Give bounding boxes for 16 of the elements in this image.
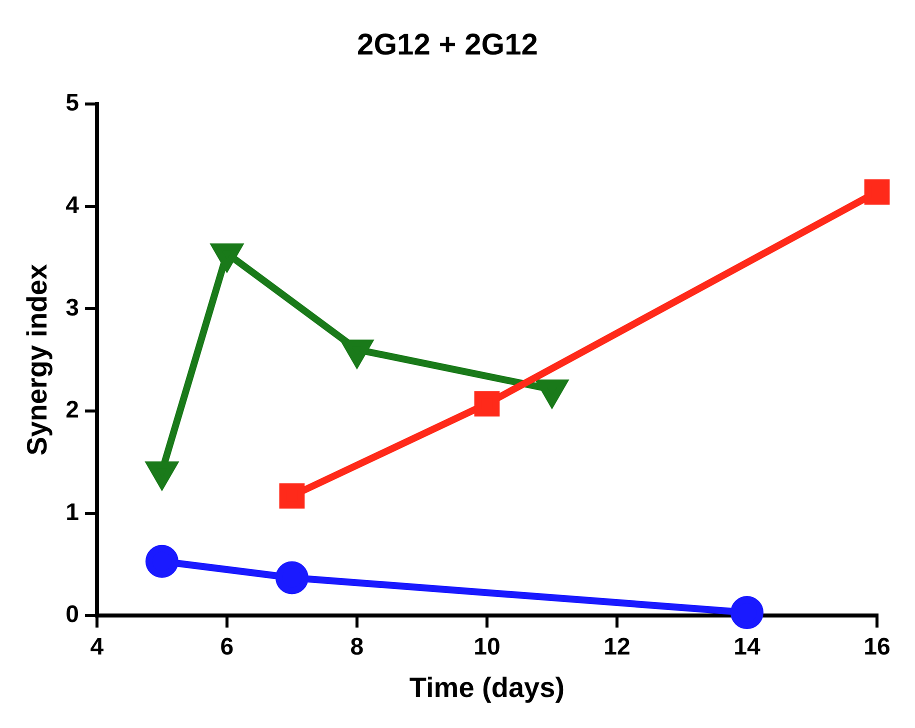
x-tick-label: 14 <box>734 634 761 661</box>
x-axis-title: Time (days) <box>409 672 565 703</box>
x-tick-label: 8 <box>350 634 364 661</box>
x-tick-label: 4 <box>90 634 104 661</box>
chart-title: 2G12 + 2G12 <box>357 28 538 62</box>
y-tick-label: 4 <box>66 192 80 219</box>
x-tick-label: 12 <box>604 634 630 661</box>
y-tick-label: 5 <box>66 90 79 117</box>
y-tick-label: 0 <box>66 601 79 628</box>
y-tick-label: 2 <box>66 396 79 424</box>
x-tick-label: 16 <box>864 634 890 661</box>
y-tick-label: 3 <box>66 294 79 322</box>
y-axis-title: Synergy index <box>22 264 53 456</box>
x-tick-label: 10 <box>474 634 500 661</box>
y-tick-label: 1 <box>66 498 79 526</box>
x-tick-label: 6 <box>220 634 234 661</box>
